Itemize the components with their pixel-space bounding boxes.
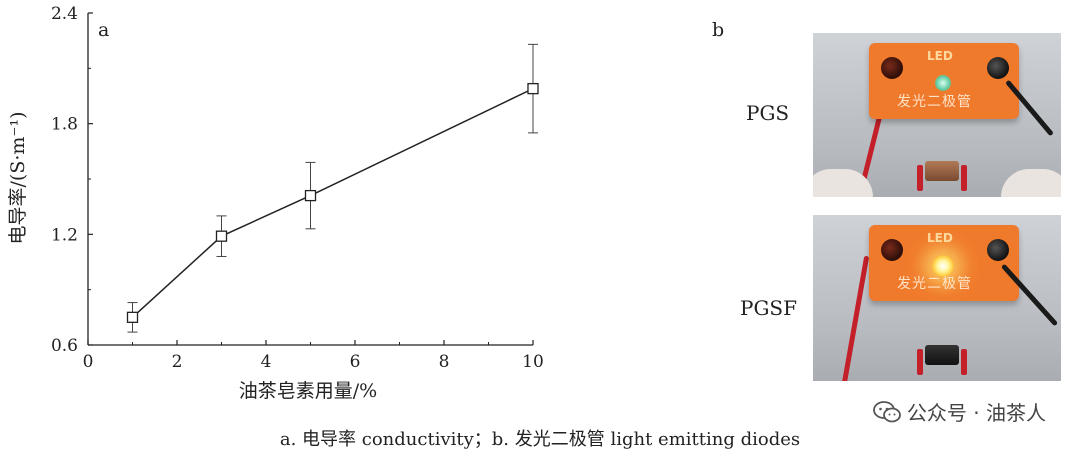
x-axis-label: 油茶皂素用量/% (239, 380, 377, 400)
figure-caption: a. 电导率 conductivity；b. 发光二极管 light emitt… (279, 429, 801, 450)
watermark: 公众号 · 油茶人 (873, 397, 1046, 426)
series-line (131, 87, 534, 318)
x-tick-label: 2 (172, 352, 183, 372)
photo-label-pgsf: PGSF (740, 296, 798, 320)
x-tick-label: 6 (350, 352, 361, 372)
data-point (527, 82, 539, 95)
sample-pgsf (925, 345, 959, 365)
sample-pgs (925, 161, 959, 181)
photo-pgsf: LED 发光二极管 (813, 215, 1061, 381)
data-point (126, 311, 139, 323)
panel-label-b: b (712, 19, 724, 41)
x-tick-label: 0 (83, 352, 94, 372)
clip-right (961, 349, 967, 375)
data-point (215, 230, 228, 242)
conductivity-chart: 0 2 4 6 8 10 0.6 1.2 1.8 2.4 a 油茶皂素用量/% 电导率/(S·m⁻… (7, 4, 724, 400)
box-text: 发光二极管 (897, 276, 972, 292)
red-terminal (881, 57, 903, 79)
photo-label-pgs: PGS (746, 101, 790, 125)
data-point (304, 189, 317, 202)
box-text: 发光二极管 (897, 94, 972, 110)
glove-right (1001, 169, 1061, 197)
led-label: LED (927, 49, 953, 63)
x-tick-label: 10 (522, 352, 544, 372)
led-label: LED (927, 231, 953, 245)
chart-ticks: 0 2 4 6 8 10 0.6 1.2 1.8 2.4 (51, 4, 544, 372)
chart-series (126, 43, 539, 333)
red-terminal (881, 239, 903, 261)
clip-left (917, 165, 923, 191)
led-box: LED 发光二极管 (869, 225, 1019, 301)
x-tick-label: 4 (261, 352, 272, 372)
black-terminal (987, 57, 1009, 79)
black-terminal (987, 239, 1009, 261)
clip-left (917, 349, 923, 375)
led-bright (932, 255, 954, 277)
clip-right (961, 165, 967, 191)
photo-pgs: LED 发光二极管 (813, 33, 1061, 197)
red-cable (841, 255, 870, 381)
y-tick-label: 1.8 (51, 115, 78, 135)
y-tick-label: 2.4 (51, 4, 78, 24)
led-dim (935, 75, 951, 91)
y-tick-label: 0.6 (51, 336, 78, 356)
led-box: LED 发光二极管 (869, 43, 1019, 119)
y-axis-label: 电导率/(S·m⁻¹) (7, 112, 29, 245)
panel-label-a: a (98, 19, 109, 41)
y-tick-label: 1.2 (51, 225, 78, 245)
wechat-icon (873, 400, 901, 422)
watermark-text: 公众号 · 油茶人 (906, 401, 1046, 425)
x-tick-label: 8 (439, 352, 450, 372)
